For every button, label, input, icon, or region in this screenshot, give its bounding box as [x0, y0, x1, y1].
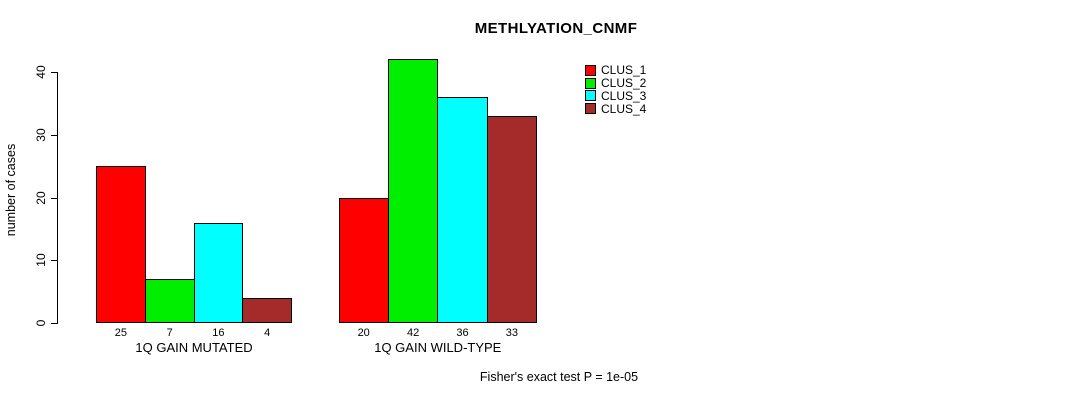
- y-axis-tick-label: 10: [34, 253, 48, 267]
- bar-value-label: 33: [505, 327, 519, 339]
- legend-swatch-clus1: [585, 64, 596, 76]
- y-axis-label: number of cases: [4, 143, 18, 237]
- legend-item-clus4: CLUS_4: [585, 102, 646, 115]
- bar-clus_4-group2: [486, 115, 538, 323]
- legend-label-clus3: CLUS_3: [601, 88, 647, 103]
- bar-clus_1-group2: [338, 197, 389, 323]
- y-axis-tick-label: 20: [34, 190, 48, 205]
- bar-clus_3-group1: [193, 222, 244, 323]
- legend-label-clus2: CLUS_2: [601, 76, 647, 91]
- y-axis-tick: [51, 260, 58, 262]
- bar-clus_2-group1: [144, 279, 195, 323]
- y-axis-tick-label: 0: [34, 319, 48, 327]
- y-axis-tick-label: 40: [34, 65, 48, 79]
- stat-annotation: Fisher's exact test P = 1e-05: [479, 370, 639, 384]
- legend-swatch-clus4: [585, 103, 596, 115]
- chart-title: METHLYATION_CNMF: [474, 20, 638, 37]
- legend-swatch-clus2: [585, 77, 596, 89]
- legend-label-clus1: CLUS_1: [601, 63, 647, 78]
- bar-clus_2-group2: [387, 59, 439, 323]
- legend-swatch-clus3: [585, 90, 596, 102]
- bar-value-label: 20: [357, 327, 370, 339]
- bar-clus_4-group1: [242, 297, 292, 323]
- bar-value-label: 16: [212, 327, 225, 339]
- bar-value-label: 36: [456, 327, 469, 339]
- bar-value-label: 25: [114, 327, 127, 339]
- y-axis-tick: [51, 197, 58, 199]
- bar-clus_3-group2: [437, 97, 488, 323]
- x-group-label-2: 1Q GAIN WILD-TYPE: [374, 340, 502, 355]
- legend: CLUS_1 CLUS_2 CLUS_3 CLUS_4: [585, 64, 646, 115]
- y-axis-tick: [51, 323, 58, 325]
- x-group-label-1: 1Q GAIN MUTATED: [135, 340, 253, 355]
- y-axis-tick: [51, 72, 58, 74]
- bar-clus_1-group1: [96, 166, 146, 323]
- y-axis-tick-label: 30: [34, 128, 48, 142]
- legend-item-clus1: CLUS_1: [585, 64, 646, 77]
- legend-item-clus3: CLUS_3: [585, 90, 646, 103]
- bar-value-label: 42: [406, 327, 420, 339]
- bar-value-label: 4: [264, 327, 271, 339]
- y-axis-tick: [51, 134, 58, 136]
- bar-value-label: 7: [166, 327, 173, 339]
- legend-item-clus2: CLUS_2: [585, 77, 646, 90]
- legend-label-clus4: CLUS_4: [601, 101, 647, 116]
